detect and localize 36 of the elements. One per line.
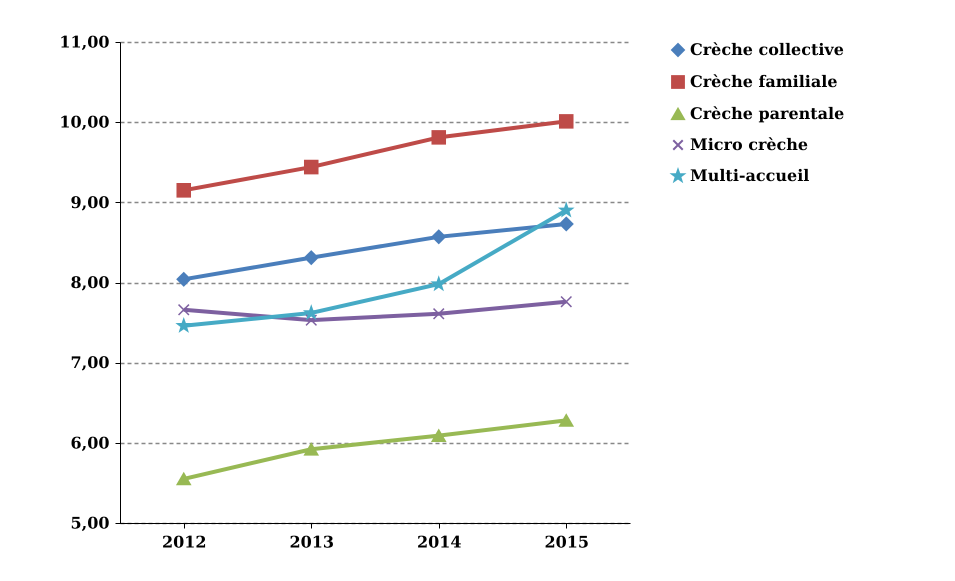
point bbox=[176, 318, 191, 332]
point bbox=[558, 114, 574, 129]
legend-label: Crèche parentale bbox=[690, 104, 844, 123]
point bbox=[304, 250, 319, 265]
point bbox=[558, 216, 574, 232]
point bbox=[559, 203, 574, 216]
x-tick-label: 2013 bbox=[289, 532, 334, 552]
x-tick-label: 2012 bbox=[162, 532, 207, 552]
y-tick-label: 7,00 bbox=[70, 353, 110, 372]
point bbox=[558, 414, 574, 427]
point bbox=[432, 276, 446, 290]
y-tick-label: 6,00 bbox=[70, 433, 110, 452]
point bbox=[176, 472, 192, 486]
point bbox=[305, 314, 318, 326]
y-tick-label: 5,00 bbox=[70, 514, 110, 532]
legend-label: Crèche familiale bbox=[690, 72, 838, 91]
point bbox=[178, 304, 190, 316]
y-tick-label: 9,00 bbox=[70, 192, 110, 212]
point bbox=[560, 296, 572, 308]
point bbox=[432, 308, 445, 320]
y-tick-label: 10,00 bbox=[59, 112, 110, 132]
point bbox=[304, 442, 319, 456]
point bbox=[431, 429, 446, 442]
point bbox=[304, 160, 319, 174]
point bbox=[431, 130, 446, 145]
legend-label: Multi-accueil bbox=[690, 166, 810, 185]
legend-label: Micro crèche bbox=[690, 135, 808, 154]
legend-label: Crèche collective bbox=[690, 40, 844, 59]
point bbox=[431, 230, 446, 244]
y-tick-label: 8,00 bbox=[70, 273, 110, 292]
x-tick-label: 2014 bbox=[416, 532, 462, 552]
point bbox=[176, 272, 192, 287]
point bbox=[176, 183, 192, 198]
y-tick-label: 11,00 bbox=[59, 32, 110, 52]
point bbox=[304, 306, 318, 319]
x-tick-label: 2015 bbox=[544, 532, 590, 552]
